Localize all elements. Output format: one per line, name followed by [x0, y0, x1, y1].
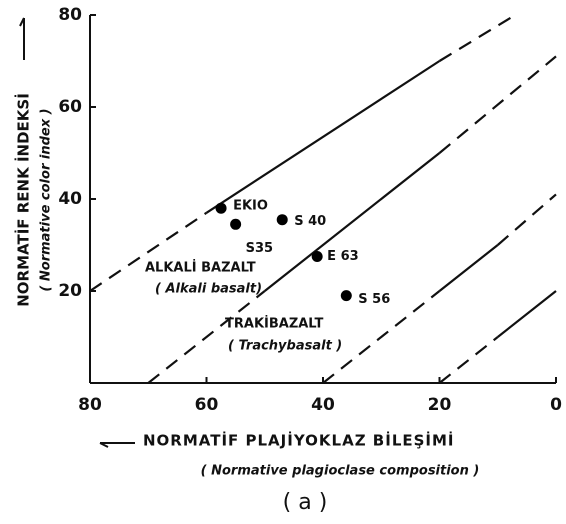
boundary-line: [497, 290, 557, 338]
boundary-line: [438, 336, 499, 384]
region-label: ALKALİ BAZALT: [145, 260, 256, 276]
x-arrow-head: [99, 442, 109, 448]
x-label-en: ( Normative plagioclase composition ): [201, 464, 480, 479]
y-tick-label: 20: [58, 281, 82, 301]
boundary-line: [322, 290, 441, 384]
point-label: S 40: [294, 214, 326, 229]
boundary-line: [89, 211, 208, 292]
boundary-line: [205, 60, 441, 214]
x-tick-label: 40: [311, 395, 335, 415]
y-label: NORMATİF RENK İNDEKSİ: [14, 93, 33, 307]
x-tick-label: 60: [195, 395, 219, 415]
x-tick-label: 80: [78, 395, 102, 415]
boundary-line: [438, 14, 516, 62]
point-label: EKIO: [233, 199, 268, 214]
boundary-line: [147, 290, 266, 384]
region-label: ( Alkali basalt): [155, 282, 262, 297]
boundary-line: [438, 55, 557, 154]
x-tick-label: 0: [550, 395, 562, 415]
y-tick-label: 40: [58, 189, 82, 209]
point: [215, 202, 227, 214]
boundary-line: [438, 244, 499, 292]
x-label: NORMATİF PLAJİYOKLAZ BİLEŞİMİ: [143, 431, 455, 450]
region-label: ( Trachybasalt ): [228, 339, 342, 354]
point-label: S35: [246, 241, 273, 256]
point-label: S 56: [358, 292, 390, 307]
y-arrow-head: [19, 17, 25, 27]
point: [276, 214, 288, 226]
point: [311, 251, 323, 262]
boundary-line: [497, 193, 557, 246]
y-tick-label: 60: [58, 97, 82, 117]
caption: ( a ): [283, 490, 328, 515]
point-label: E 63: [327, 249, 359, 264]
x-tick-label: 20: [428, 395, 452, 415]
boundary-line: [264, 152, 441, 292]
y-tick-label: 80: [58, 5, 82, 25]
y-label-en: ( Normative color index ): [39, 108, 54, 291]
point: [230, 218, 242, 230]
point: [340, 290, 352, 302]
region-label: TRAKİBAZALT: [225, 316, 323, 332]
